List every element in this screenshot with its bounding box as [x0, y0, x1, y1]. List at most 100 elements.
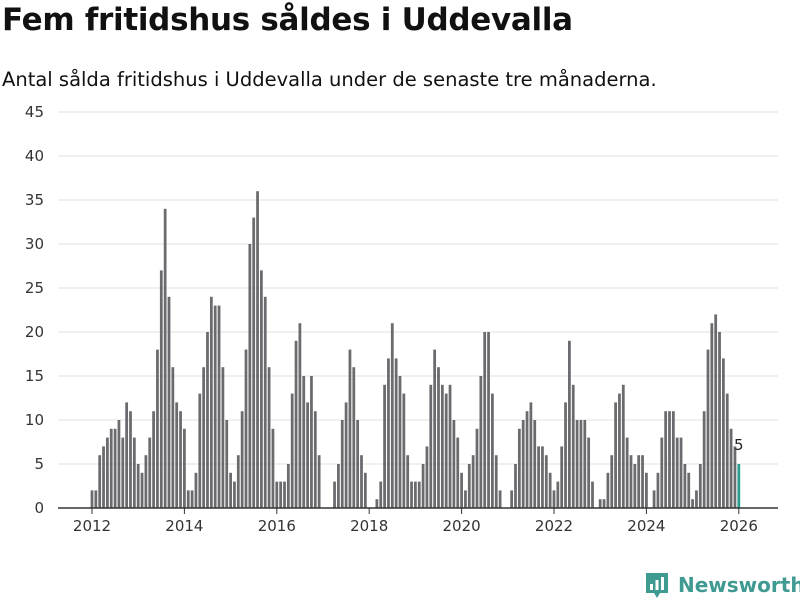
- bar: [687, 472, 691, 508]
- bar: [448, 384, 452, 508]
- bar: [660, 437, 664, 508]
- bar: [306, 402, 309, 508]
- bar: [521, 420, 525, 508]
- bar: [568, 340, 571, 508]
- bar: [637, 455, 641, 508]
- bar: [583, 420, 587, 508]
- bar: [633, 464, 637, 508]
- bar: [402, 393, 406, 508]
- bar: [491, 393, 494, 508]
- bar: [209, 296, 213, 508]
- y-tick-label: 15: [25, 367, 44, 385]
- bar: [217, 305, 221, 508]
- bar: [460, 472, 463, 508]
- bar: [198, 393, 202, 508]
- bar: [129, 411, 132, 508]
- bar: [537, 446, 540, 508]
- bar: [337, 464, 340, 508]
- bar: [602, 499, 606, 508]
- bar: [579, 420, 583, 508]
- bar: [348, 349, 352, 508]
- bar: [437, 367, 440, 508]
- x-tick-label: 2018: [350, 517, 388, 535]
- bar: [94, 490, 98, 508]
- bar: [286, 464, 290, 508]
- y-tick-label: 20: [25, 323, 44, 341]
- bar: [387, 358, 390, 508]
- bar: [610, 455, 614, 508]
- bar: [352, 367, 356, 508]
- bar: [167, 296, 171, 508]
- bar: [641, 455, 644, 508]
- bar: [606, 472, 610, 508]
- bar: [90, 490, 94, 508]
- bar: [179, 411, 182, 508]
- bar: [317, 455, 321, 508]
- bar: [433, 349, 437, 508]
- data-label-latest: 5: [734, 436, 744, 454]
- bar: [467, 464, 471, 508]
- bar: [691, 499, 694, 508]
- bar: [529, 402, 533, 508]
- x-axis: 2012 2014 2016 2018 2020 2022 2024 2026: [58, 507, 778, 535]
- bar: [629, 455, 633, 508]
- bar: [517, 428, 521, 508]
- bar: [263, 296, 267, 508]
- bar: [298, 323, 302, 508]
- bar: [514, 464, 517, 508]
- bar: [121, 437, 125, 508]
- bar: [117, 420, 121, 508]
- bar: [533, 420, 537, 508]
- y-tick-label: 30: [25, 235, 44, 253]
- bar: [510, 490, 514, 508]
- bar: [429, 384, 433, 508]
- bar: [267, 367, 271, 508]
- bar: [702, 411, 706, 508]
- bar: [729, 428, 733, 508]
- bar: [213, 305, 217, 508]
- bar: [294, 340, 298, 508]
- bar: [279, 481, 283, 508]
- bar: [313, 411, 317, 508]
- bar: [106, 437, 109, 508]
- bar: [252, 217, 256, 508]
- bar: [183, 428, 186, 508]
- bar: [379, 481, 383, 508]
- bar: [290, 393, 294, 508]
- bar: [625, 437, 629, 508]
- bar: [479, 376, 483, 508]
- bar: [683, 464, 687, 508]
- y-tick-label: 5: [34, 455, 44, 473]
- bar: [675, 437, 679, 508]
- bar: [98, 455, 102, 508]
- bar: [471, 455, 475, 508]
- x-tick-label: 2012: [73, 517, 111, 535]
- bars: [90, 191, 741, 509]
- bar: [645, 472, 648, 508]
- y-axis-labels: 0 5 10 15 20 25 30 35 40 45: [25, 103, 44, 517]
- bar: [340, 420, 344, 508]
- bar: [487, 332, 490, 508]
- bar: [156, 349, 159, 508]
- bar: [598, 499, 602, 508]
- bar: [140, 472, 144, 508]
- x-tick-label: 2024: [627, 517, 665, 535]
- bar: [302, 376, 306, 508]
- bar: [344, 402, 348, 508]
- bar: [102, 446, 105, 508]
- bar: [556, 481, 560, 508]
- bar: [148, 437, 152, 508]
- bar: [109, 428, 113, 508]
- bar: [725, 393, 729, 508]
- y-tick-label: 10: [25, 411, 44, 429]
- bar: [668, 411, 671, 508]
- bar: [591, 481, 594, 508]
- bar: [564, 402, 567, 508]
- newsworthy-logo-icon: [646, 573, 668, 598]
- x-tick-label: 2016: [258, 517, 296, 535]
- bar: [163, 208, 167, 509]
- bar: [190, 490, 194, 508]
- bar: [733, 446, 737, 508]
- bar: [464, 490, 467, 508]
